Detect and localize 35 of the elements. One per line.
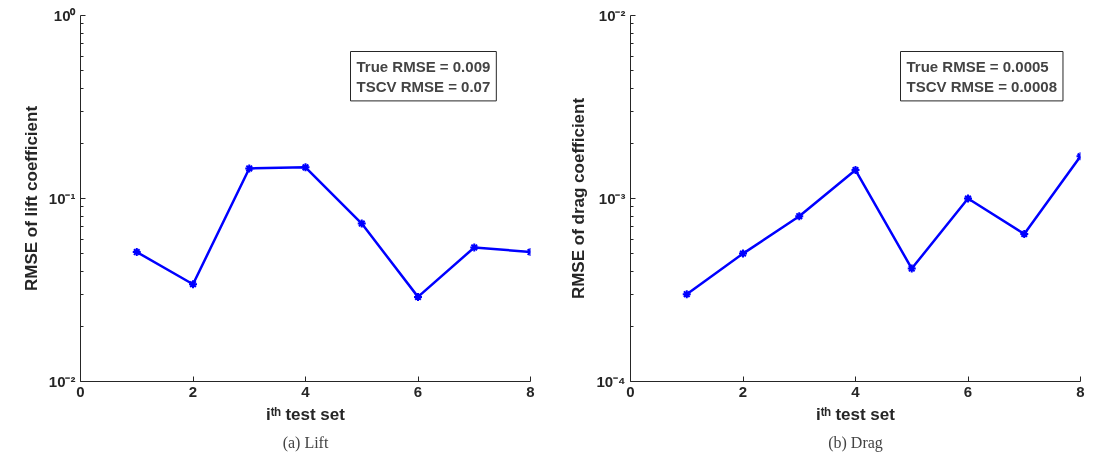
- annotation: True RMSE = 0.0005: [906, 57, 1049, 75]
- x-axis-title: iᵗʰ test set: [266, 404, 346, 424]
- y-axis-title: RMSE of lift coefficient: [21, 105, 41, 292]
- x-tick-label: 8: [1076, 382, 1085, 400]
- x-tick-label: 8: [526, 382, 535, 400]
- y-tick-label: 10⁻³: [598, 190, 626, 207]
- x-tick-label: 2: [738, 382, 748, 400]
- annotation: True RMSE = 0.009: [356, 57, 491, 75]
- x-tick-label: 4: [301, 382, 311, 400]
- x-tick-label: 0: [76, 382, 85, 400]
- y-tick-label: 10⁻⁴: [596, 373, 626, 390]
- point: [738, 248, 748, 259]
- annotation: TSCV RMSE = 0.0008: [906, 77, 1057, 95]
- point: [794, 211, 805, 222]
- text: (b) Drag: [828, 433, 883, 452]
- point: [469, 242, 480, 253]
- point: [188, 279, 198, 290]
- x-tick-label: 6: [413, 382, 423, 400]
- x-axis-title: iᵗʰ test set: [816, 404, 896, 424]
- y-tick-label: 10⁰: [53, 7, 77, 24]
- x-tick-label: 6: [963, 382, 973, 400]
- x-tick-label: 0: [626, 382, 635, 400]
- point: [244, 163, 255, 174]
- y-axis-title: RMSE of drag coefficient: [569, 97, 589, 300]
- annotation: TSCV RMSE = 0.07: [356, 77, 491, 95]
- y-tick-label: 10⁻²: [598, 7, 626, 24]
- point: [963, 193, 973, 204]
- point: [300, 162, 311, 173]
- y-tick-label: 10⁻²: [48, 373, 76, 390]
- x-tick-label: 2: [188, 382, 198, 400]
- y-tick-label: 10⁻¹: [48, 190, 76, 207]
- text: (a) Lift: [282, 433, 329, 452]
- point: [356, 218, 367, 229]
- point: [906, 263, 917, 274]
- x-tick-label: 4: [851, 382, 861, 400]
